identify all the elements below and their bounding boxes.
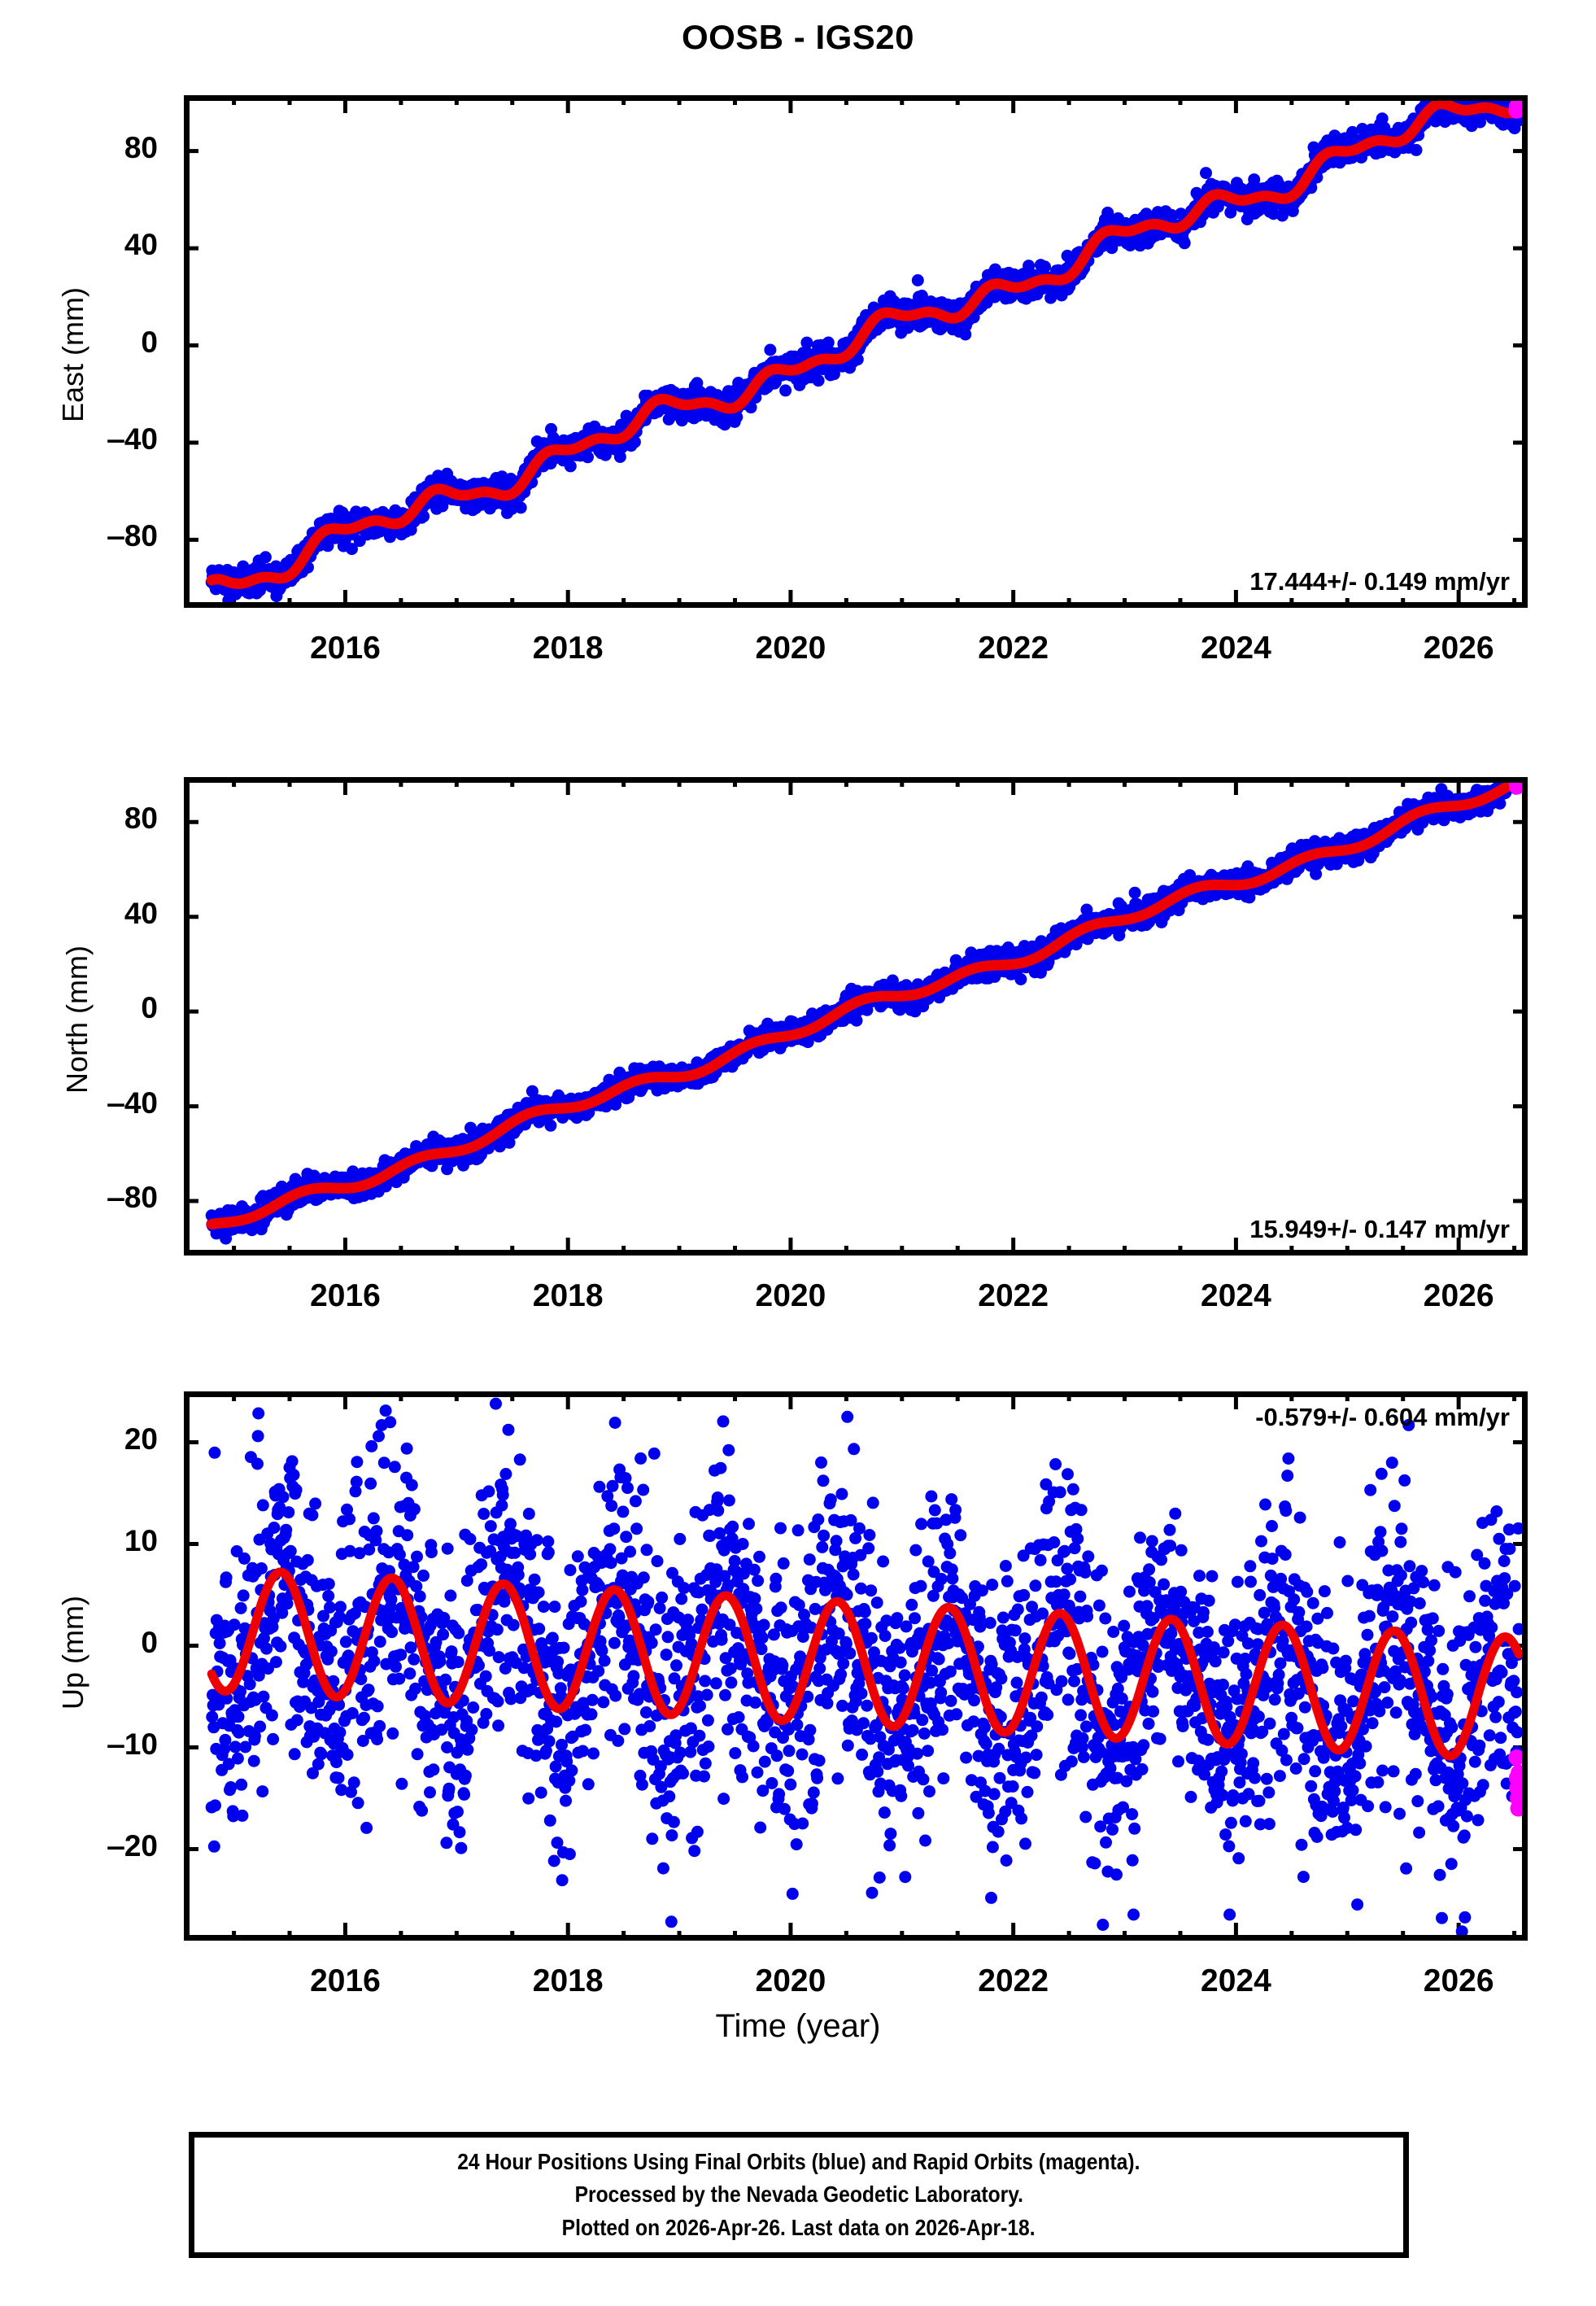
north-ytick-label: 40 [124,896,158,930]
up-plot-frame [184,1391,1528,1941]
north-plot-frame [184,777,1528,1256]
north-xtick-label: 2022 [978,1278,1049,1313]
north-xtick-label: 2024 [1201,1278,1271,1313]
up-plot-area [184,1391,1528,1941]
east-xtick-label: 2024 [1201,631,1271,666]
caption-line-2: Processed by the Nevada Geodetic Laborat… [574,2182,1023,2208]
up-xtick-label: 2018 [532,1963,604,1998]
up-xtick-label: 2024 [1201,1963,1271,1998]
east-ytick-label: 40 [124,228,158,262]
north-ytick-label: 80 [124,801,158,836]
north-ytick-label: 0 [141,991,158,1025]
up-xtick-label: 2022 [978,1963,1049,1998]
north-xtick-label: 2016 [310,1278,381,1313]
east-xtick-label: 2018 [532,631,604,666]
caption-line-3: Plotted on 2026-Apr-26. Last data on 202… [562,2214,1036,2240]
north-ytick-label: ‒80 [107,1181,158,1215]
east-xtick-label: 2020 [755,631,826,666]
up-xtick-label: 2026 [1423,1963,1494,1998]
north-ytick-label: ‒40 [107,1085,158,1120]
page-title: OOSB - IGS20 [681,18,915,56]
up-ytick-label: 0 [141,1625,158,1659]
up-rate-annotation: -0.579+/- 0.604 mm/yr [1255,1403,1510,1431]
panel-north: 15.949+/- 0.147 mm/yr [184,777,1528,1256]
x-axis-label: Time (year) [715,2008,881,2044]
east-ytick-label: ‒80 [107,519,158,553]
north-plot-area [184,777,1528,1256]
east-plot-frame [184,95,1528,608]
up-xtick-label: 2016 [310,1963,381,1998]
east-plot-area [184,95,1528,608]
up-ytick-label: ‒10 [107,1727,158,1761]
east-rapid-orbit-points [1508,98,1528,119]
north-xtick-label: 2018 [532,1278,604,1313]
up-model-curve [207,1567,1524,1761]
north-xtick-label: 2026 [1423,1278,1494,1313]
up-xtick-label: 2020 [755,1963,826,1998]
figure-caption-box: 24 Hour Positions Using Final Orbits (bl… [189,2132,1409,2258]
east-xtick-label: 2016 [310,631,381,666]
north-rate-annotation: 15.949+/- 0.147 mm/yr [1249,1215,1510,1243]
east-ytick-label: 80 [124,130,158,164]
panel-up: -0.579+/- 0.604 mm/yr [184,1391,1528,1941]
up-ytick-label: ‒20 [107,1828,158,1863]
east-model-curve [206,98,1524,590]
north-model-curve [206,777,1524,1229]
east-xtick-label: 2026 [1423,631,1494,666]
up-ytick-label: 20 [124,1422,158,1456]
caption-line-1: 24 Hour Positions Using Final Orbits (bl… [457,2148,1140,2174]
east-ytick-label: 0 [141,325,158,359]
panel-east: 17.444+/- 0.149 mm/yr [184,95,1528,608]
east-xtick-label: 2022 [978,631,1049,666]
east-rate-annotation: 17.444+/- 0.149 mm/yr [1249,567,1510,596]
up-ytick-label: 10 [124,1523,158,1557]
east-ytick-label: ‒40 [107,421,158,456]
north-xtick-label: 2020 [755,1278,826,1313]
